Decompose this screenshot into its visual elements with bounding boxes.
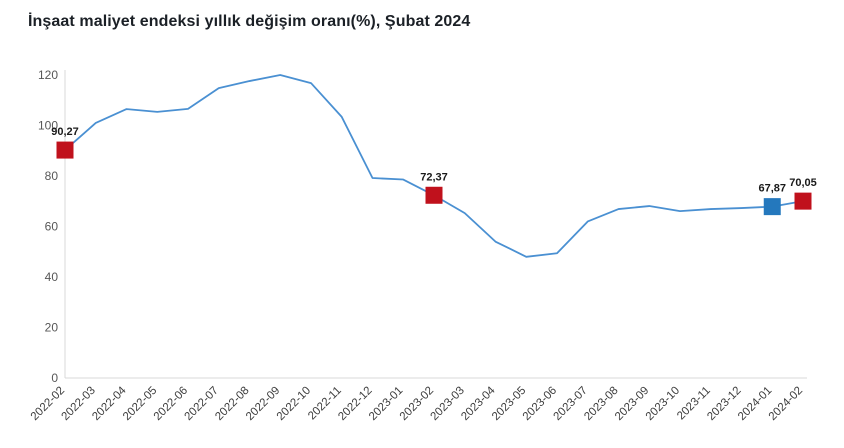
- y-tick-label: 40: [45, 270, 59, 284]
- data-point-label-group: 90,27 72,37 67,87 70,05: [51, 126, 817, 195]
- y-tick-label: 120: [38, 68, 58, 82]
- series-line-group: [64, 74, 804, 258]
- x-axis-tick-labels: 2022-022022-032022-042022-052022-062022-…: [29, 384, 805, 423]
- y-tick-label: 20: [45, 321, 59, 335]
- data-marker[interactable]: [56, 141, 74, 159]
- y-tick-label: 80: [45, 169, 59, 183]
- data-point-label: 70,05: [789, 177, 817, 189]
- y-tick-label: 60: [45, 220, 59, 234]
- x-tick-label: 2022-10: [275, 385, 313, 423]
- data-point-label: 90,27: [51, 126, 79, 138]
- data-point-label: 72,37: [420, 171, 448, 183]
- data-marker-group: [56, 141, 812, 216]
- y-tick-label: 0: [51, 371, 58, 385]
- data-point-label: 67,87: [758, 183, 786, 195]
- x-tick-label: 2023-10: [644, 385, 682, 423]
- chart-title: İnşaat maliyet endeksi yıllık değişim or…: [28, 13, 471, 30]
- data-marker[interactable]: [794, 192, 812, 210]
- y-tick-label: 100: [38, 119, 58, 133]
- data-marker[interactable]: [763, 198, 781, 216]
- series-line: [64, 74, 804, 258]
- y-axis-tick-labels: 0 20 40 60 80 100 120: [38, 68, 58, 385]
- data-marker[interactable]: [425, 186, 443, 204]
- x-tick-label: 2024-02: [767, 385, 805, 423]
